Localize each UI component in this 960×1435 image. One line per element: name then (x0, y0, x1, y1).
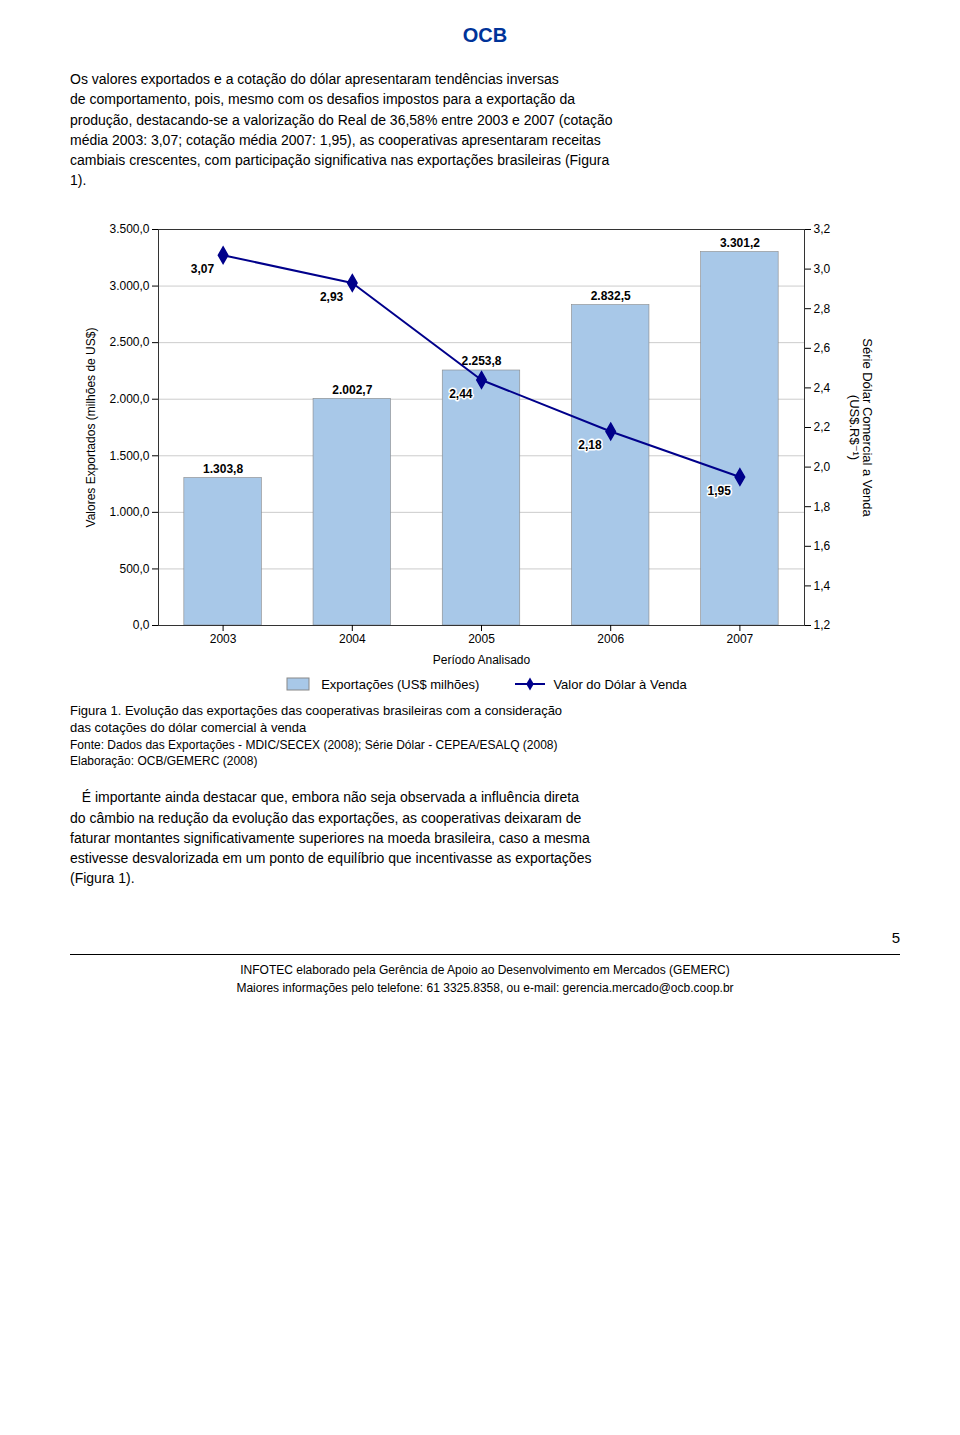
svg-text:2,6: 2,6 (814, 341, 831, 355)
svg-text:3,2: 3,2 (814, 222, 831, 236)
html-text:OCB: OCB (462, 24, 508, 46)
svg-text:Série Dólar Comercial a Venda(: Série Dólar Comercial a Venda(US$.R$⁻¹) (847, 338, 875, 517)
svg-text:2006: 2006 (597, 632, 624, 646)
html-text:Valor do Dólar à Venda: Valor do Dólar à Venda (553, 676, 687, 692)
svg-text:3.301,2: 3.301,2 (720, 236, 760, 250)
html-text:5: 5 (891, 928, 900, 946)
svg-text:2005: 2005 (468, 632, 495, 646)
svg-text:2003: 2003 (210, 632, 237, 646)
svg-text:2,8: 2,8 (814, 301, 831, 315)
svg-text:2,18: 2,18 (578, 438, 602, 452)
svg-text:1,2: 1,2 (814, 618, 831, 632)
html-text:Fonte: Dados das Exportações -: Fonte: Dados das Exportações - MDIC/SECE… (70, 737, 558, 752)
svg-text:1,6: 1,6 (814, 539, 831, 553)
svg-text:1.000,0: 1.000,0 (109, 505, 149, 519)
html-text:Maiores informações pelo telef: Maiores informações pelo telefone: 61 33… (236, 980, 734, 995)
svg-text:0,0: 0,0 (133, 618, 150, 632)
svg-text:2,0: 2,0 (814, 460, 831, 474)
svg-text:2004: 2004 (339, 632, 366, 646)
svg-text:1,4: 1,4 (814, 579, 831, 593)
html-text:Exportações (US$ milhões): Exportações (US$ milhões) (321, 676, 480, 692)
svg-text:3,0: 3,0 (814, 262, 831, 276)
svg-text:2.832,5: 2.832,5 (591, 289, 631, 303)
html-text:Elaboração: OCB/GEMERC (2008): Elaboração: OCB/GEMERC (2008) (70, 754, 258, 769)
svg-text:2,4: 2,4 (814, 381, 831, 395)
html-text:das cotações do dólar comercia: das cotações do dólar comercial à venda (70, 720, 307, 736)
svg-text:2,44: 2,44 (449, 387, 473, 401)
svg-text:2.253,8: 2.253,8 (461, 354, 501, 368)
svg-text:1,95: 1,95 (708, 484, 732, 498)
svg-text:2,93: 2,93 (320, 290, 344, 304)
svg-text:2.002,7: 2.002,7 (332, 383, 372, 397)
svg-text:Valores Exportados (milhões de: Valores Exportados (milhões de US$) (84, 327, 98, 527)
svg-text:2007: 2007 (727, 632, 754, 646)
html-text:INFOTEC elaborado pela Gerênci: INFOTEC elaborado pela Gerência de Apoio… (240, 962, 730, 977)
html-text:Os valores exportados e a cota: Os valores exportados e a cotação do dól… (70, 71, 613, 189)
svg-text:Período Analisado: Período Analisado (433, 652, 531, 666)
svg-text:1.500,0: 1.500,0 (109, 448, 149, 462)
svg-text:2.500,0: 2.500,0 (109, 335, 149, 349)
svg-text:1,8: 1,8 (814, 499, 831, 513)
html-text:É importante ainda destacar qu: É importante ainda destacar que, embora … (70, 789, 592, 887)
svg-text:2.000,0: 2.000,0 (109, 392, 149, 406)
svg-text:3,07: 3,07 (191, 262, 215, 276)
svg-text:3.500,0: 3.500,0 (109, 222, 149, 236)
svg-text:3.000,0: 3.000,0 (109, 279, 149, 293)
svg-text:500,0: 500,0 (119, 562, 149, 576)
svg-text:1.303,8: 1.303,8 (203, 462, 243, 476)
svg-text:2,2: 2,2 (814, 420, 831, 434)
html-text:Figura 1. Evolução das exporta: Figura 1. Evolução das exportações das c… (70, 702, 563, 718)
